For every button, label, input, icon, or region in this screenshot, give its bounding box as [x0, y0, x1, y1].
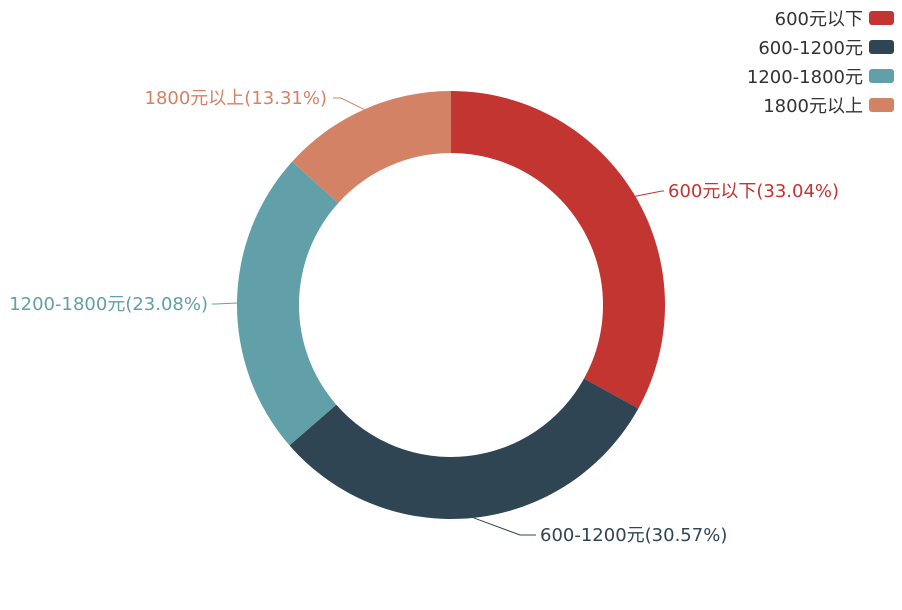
legend-label: 600元以下 [774, 9, 863, 30]
slice-under-600-label: 600元以下(33.04%) [668, 181, 839, 202]
legend-swatch [869, 11, 894, 25]
legend-item-under-600[interactable]: 600元以下 [775, 6, 894, 30]
slice-600-1200-leader-line [473, 517, 536, 536]
slice-1200-1800-label: 1200-1800元(23.08%) [9, 294, 208, 315]
legend-swatch [869, 69, 894, 83]
slice-under-600[interactable] [451, 91, 665, 409]
slice-600-1200-label: 600-1200元(30.57%) [540, 525, 727, 546]
slice-under-600-leader-line [635, 190, 664, 197]
legend-label: 600-1200元 [758, 38, 863, 59]
legend-item-over-1800[interactable]: 1800元以上 [763, 93, 894, 117]
slice-1200-1800[interactable] [236, 161, 339, 446]
legend-label: 1800元以上 [763, 96, 863, 117]
legend-item-600-1200[interactable]: 600-1200元 [758, 35, 894, 59]
slice-600-1200[interactable] [289, 378, 639, 519]
legend-swatch [869, 98, 894, 112]
legend-item-1200-1800[interactable]: 1200-1800元 [747, 64, 894, 88]
slice-over-1800[interactable] [292, 91, 451, 204]
slice-1200-1800-leader-line [212, 302, 238, 305]
legend-label: 1200-1800元 [746, 67, 863, 88]
slice-over-1800-label: 1800元以上(13.31%) [145, 88, 328, 109]
slice-over-1800-leader-line [333, 97, 365, 110]
legend-swatch [869, 40, 894, 54]
legend: 600元以下 600-1200元 1200-1800元 1800元以上 [747, 6, 894, 117]
